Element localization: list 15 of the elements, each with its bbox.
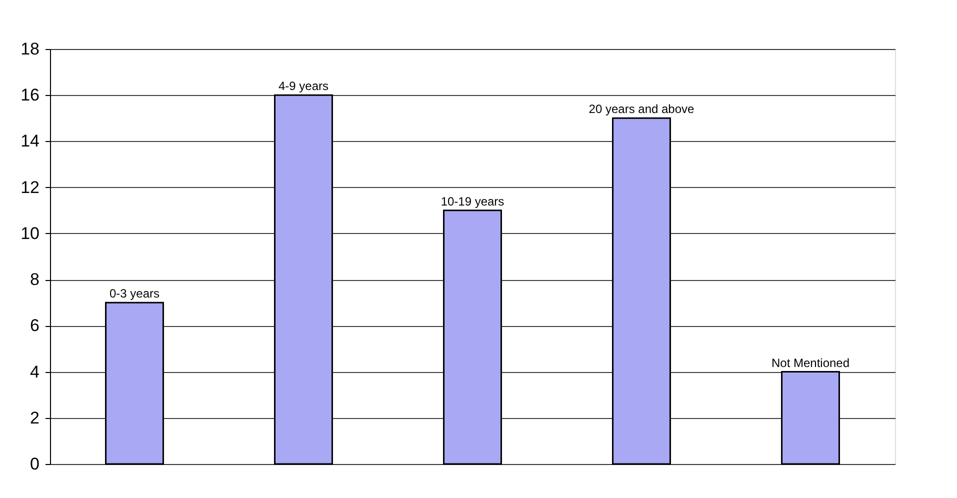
- y-tick-label: 2: [30, 408, 40, 428]
- y-tick-label: 14: [20, 132, 40, 151]
- x-tick-label: 10-19 years: [440, 194, 504, 208]
- y-tick-label: 4: [30, 362, 40, 382]
- y-tick-label: 8: [30, 270, 40, 290]
- x-tick-label: 20 years and above: [588, 102, 695, 116]
- y-tick-label: 0: [30, 454, 40, 474]
- y-tick-label: 10: [20, 224, 40, 243]
- x-tick-label: 0-3 years: [109, 286, 160, 301]
- y-tick-label: 18: [20, 40, 40, 58]
- x-tick-label: Not Mentioned: [771, 356, 850, 370]
- x-tick-label: 4-9 years: [278, 79, 329, 94]
- y-tick-label: 16: [20, 86, 40, 105]
- y-tick-label: 12: [20, 178, 40, 197]
- y-tick-label: 6: [30, 316, 40, 336]
